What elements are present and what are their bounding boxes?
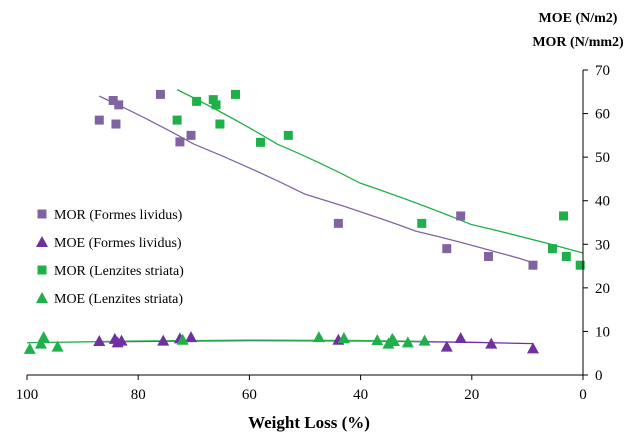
point-series-3-5 bbox=[312, 331, 325, 343]
x-tick-label-3: 40 bbox=[353, 387, 368, 403]
point-series-1-10 bbox=[485, 337, 498, 349]
point-series-2-3 bbox=[211, 100, 221, 110]
point-series-0-11 bbox=[528, 260, 538, 270]
trendline-series-2 bbox=[176, 89, 584, 254]
y-tick-label-3: 30 bbox=[595, 237, 610, 253]
x-tick-label-5: 0 bbox=[579, 387, 587, 403]
point-series-0-6 bbox=[186, 130, 196, 140]
legend-marker-1 bbox=[36, 236, 48, 247]
x-axis-label: Weight Loss (%) bbox=[248, 413, 370, 432]
point-series-0-4 bbox=[155, 89, 165, 99]
y-tick-label-5: 50 bbox=[595, 150, 610, 166]
legend-label-2: MOR (Lenzites striata) bbox=[54, 264, 184, 279]
point-series-3-6 bbox=[337, 331, 350, 343]
y-tick-label-7: 70 bbox=[595, 63, 610, 79]
legend-marker-0 bbox=[37, 209, 47, 219]
x-tick-label-2: 60 bbox=[242, 387, 257, 403]
x-tick-label-1: 80 bbox=[131, 387, 146, 403]
legend-marker-3 bbox=[36, 292, 48, 303]
point-series-1-9 bbox=[440, 340, 453, 352]
y-tick-label-4: 40 bbox=[595, 194, 610, 210]
point-series-2-7 bbox=[283, 130, 293, 140]
legend-marker-2 bbox=[37, 265, 47, 275]
point-series-3-1 bbox=[34, 337, 47, 349]
point-series-3-4 bbox=[176, 333, 189, 345]
legend: MOR (Formes lividus) MOE (Formes lividus)… bbox=[36, 208, 184, 307]
point-series-2-4 bbox=[215, 119, 225, 129]
axes: 100 80 60 40 20 00 10 20 30 40 50 60 70 bbox=[16, 63, 610, 403]
legend-label-3: MOE (Lenzites striata) bbox=[54, 292, 183, 307]
point-series-3-10 bbox=[387, 335, 400, 347]
point-series-0-0 bbox=[94, 115, 104, 125]
y-axis-label-moe: MOE (N/m2) bbox=[539, 11, 618, 26]
point-series-2-9 bbox=[547, 244, 557, 254]
point-series-1-4 bbox=[157, 334, 170, 346]
point-series-2-10 bbox=[559, 211, 569, 221]
point-series-2-8 bbox=[417, 218, 427, 228]
y-axis-label-mor: MOR (N/mm2) bbox=[532, 35, 624, 50]
y-tick-label-1: 10 bbox=[595, 324, 610, 340]
point-series-0-10 bbox=[483, 251, 493, 261]
point-series-2-0 bbox=[172, 115, 182, 125]
point-series-1-3 bbox=[115, 334, 128, 346]
point-series-3-7 bbox=[371, 334, 384, 346]
point-series-1-11 bbox=[526, 342, 539, 354]
y-tick-label-2: 20 bbox=[595, 281, 610, 297]
trendline-series-0 bbox=[99, 95, 534, 264]
point-series-2-2 bbox=[208, 95, 218, 105]
y-tick-label-0: 0 bbox=[595, 368, 603, 384]
point-series-2-12 bbox=[575, 260, 585, 270]
x-tick-label-4: 20 bbox=[464, 387, 479, 403]
point-series-3-2 bbox=[37, 331, 50, 343]
point-series-2-6 bbox=[256, 137, 266, 147]
point-series-3-11 bbox=[401, 336, 414, 348]
y-tick-label-6: 60 bbox=[595, 107, 610, 123]
point-series-0-3 bbox=[114, 100, 124, 110]
point-series-0-9 bbox=[442, 244, 452, 254]
x-tick-label-0: 100 bbox=[16, 387, 39, 403]
point-series-3-3 bbox=[51, 340, 64, 352]
point-series-2-11 bbox=[561, 251, 571, 261]
point-series-0-8 bbox=[456, 211, 466, 221]
point-series-2-5 bbox=[231, 89, 240, 99]
legend-label-1: MOE (Formes lividus) bbox=[54, 236, 182, 251]
point-series-0-5 bbox=[175, 137, 185, 147]
point-series-1-8 bbox=[454, 331, 467, 343]
point-series-0-2 bbox=[111, 119, 121, 129]
point-series-2-1 bbox=[192, 96, 202, 106]
point-series-1-6 bbox=[185, 331, 198, 343]
point-series-0-7 bbox=[333, 218, 343, 228]
point-series-1-0 bbox=[93, 335, 106, 347]
legend-label-0: MOR (Formes lividus) bbox=[54, 208, 183, 223]
point-series-3-0 bbox=[23, 342, 36, 354]
plot-marks bbox=[23, 89, 585, 354]
point-series-3-12 bbox=[418, 334, 431, 346]
point-series-0-1 bbox=[108, 96, 118, 105]
